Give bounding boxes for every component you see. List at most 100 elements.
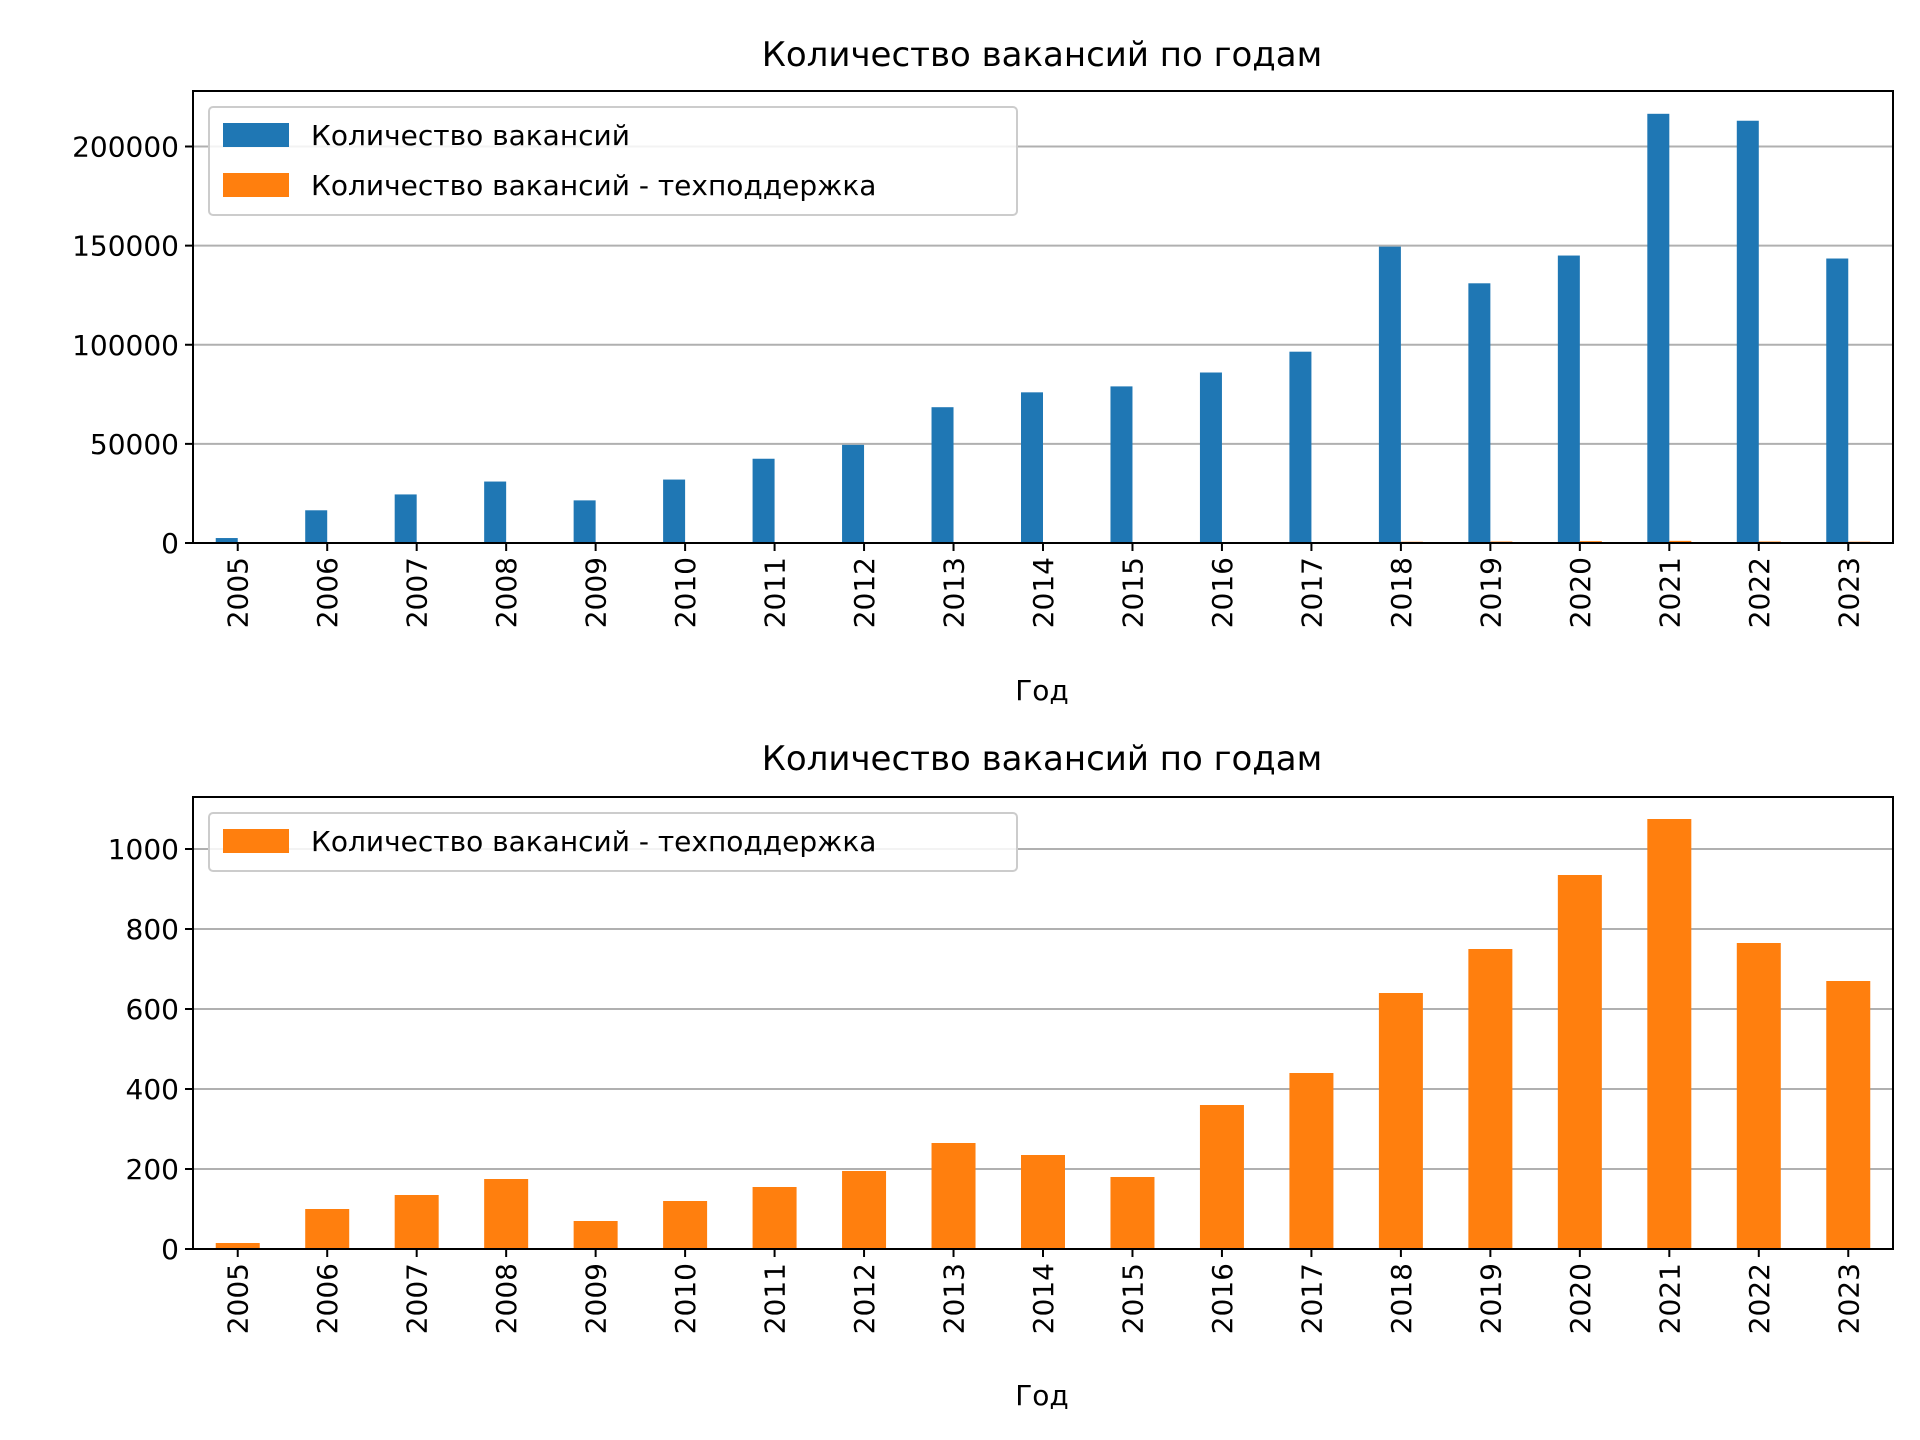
x-tick-label: 2017 [1295, 557, 1328, 628]
x-tick-label: 2016 [1206, 557, 1239, 628]
x-tick-label: 2013 [938, 1263, 971, 1334]
x-tick-label: 2019 [1474, 1263, 1507, 1334]
bar [1736, 943, 1781, 1249]
x-tick-label: 2022 [1743, 1263, 1776, 1334]
chart-panel-bottom: Количество вакансий по годам 0 200 400 600 8… [108, 739, 1894, 1412]
bar [1021, 1155, 1065, 1249]
x-tick-label: 2021 [1653, 557, 1686, 628]
bar [1378, 246, 1401, 543]
bars [215, 819, 1871, 1249]
x-tick-label: 2014 [1027, 557, 1060, 628]
chart-panel-top: Количество вакансий по годам 0 50000 10000… [72, 35, 1894, 707]
x-tick-label: 2007 [401, 1263, 434, 1334]
x-tick-label: 2009 [580, 557, 613, 628]
y-axis: 0 50000 100000 150000 200000 [72, 131, 193, 560]
legend-label: Количество вакансий - техподдержка [311, 169, 876, 202]
chart-title: Количество вакансий по годам [762, 35, 1323, 75]
x-tick-label: 2016 [1206, 1263, 1239, 1334]
legend-swatch [223, 173, 289, 197]
bar [484, 1179, 529, 1249]
bar [1289, 351, 1312, 543]
x-tick-label: 2020 [1564, 557, 1597, 628]
legend-box [208, 812, 1018, 872]
bar [1826, 258, 1849, 543]
bar [931, 1143, 976, 1249]
x-tick-label: 2009 [580, 1263, 613, 1334]
x-tick-label: 2020 [1564, 1263, 1597, 1334]
x-tick-label: 2012 [848, 1263, 881, 1334]
x-tick-label: 2008 [490, 1263, 523, 1334]
x-tick-label: 2013 [938, 557, 971, 628]
bar [1468, 949, 1513, 1249]
y-tick-label: 800 [126, 913, 179, 946]
bar [663, 479, 686, 543]
bar [394, 1195, 439, 1249]
y-tick-label: 150000 [72, 230, 179, 263]
bar [842, 444, 865, 543]
bar [394, 494, 417, 543]
y-tick-label: 600 [126, 993, 179, 1026]
bar [573, 1221, 618, 1249]
x-tick-label: 2019 [1474, 557, 1507, 628]
x-tick-label: 2018 [1385, 557, 1418, 628]
x-axis: 2005 2006 2007 2008 2009 2010 2011 2012 2013 2014… [222, 1249, 1865, 1334]
x-axis: 2005 2006 2007 2008 2009 2010 2011 2012 2013 2014… [222, 543, 1865, 628]
y-tick-label: 0 [161, 1233, 179, 1266]
legend-swatch [223, 123, 289, 147]
bar [842, 1171, 887, 1249]
bar [1199, 372, 1222, 543]
x-tick-label: 2014 [1027, 1263, 1060, 1334]
x-tick-label: 2015 [1116, 1263, 1149, 1334]
bar [1021, 392, 1043, 543]
x-tick-label: 2023 [1832, 557, 1865, 628]
bar [305, 510, 328, 543]
bar [1378, 993, 1423, 1249]
legend: Количество вакансий - техподдержка [208, 812, 1018, 872]
bar [1199, 1105, 1244, 1249]
y-tick-label: 0 [161, 527, 179, 560]
bar [752, 458, 775, 543]
bars [215, 113, 1871, 543]
x-tick-label: 2023 [1832, 1263, 1865, 1334]
bar [1289, 1073, 1334, 1249]
legend-swatch [223, 829, 289, 853]
x-tick-label: 2006 [311, 557, 344, 628]
bar [305, 1209, 350, 1249]
legend: Количество вакансий Количество вакансий -… [208, 106, 1018, 216]
y-tick-label: 1000 [108, 833, 179, 866]
y-axis: 0 200 400 600 800 1000 [108, 833, 193, 1266]
bar [215, 538, 238, 543]
x-tick-label: 2011 [759, 557, 792, 628]
bar [1110, 1177, 1155, 1249]
bar [1647, 113, 1670, 543]
y-tick-label: 400 [126, 1073, 179, 1106]
legend-label: Количество вакансий - техподдержка [311, 825, 876, 858]
x-tick-label: 2012 [848, 557, 881, 628]
y-tick-label: 100000 [72, 329, 179, 362]
bar [1468, 283, 1491, 543]
legend-box [208, 106, 1018, 216]
bar [215, 1243, 260, 1249]
x-tick-label: 2007 [401, 557, 434, 628]
bar [1110, 386, 1133, 543]
x-axis-label: Год [1015, 1379, 1069, 1412]
bar [484, 481, 507, 543]
bar [931, 407, 954, 543]
bar [663, 1201, 708, 1249]
bar [1557, 875, 1602, 1249]
x-tick-label: 2011 [759, 1263, 792, 1334]
x-tick-label: 2005 [222, 1263, 255, 1334]
bar [1557, 255, 1580, 543]
y-tick-label: 50000 [90, 428, 179, 461]
x-tick-label: 2021 [1653, 1263, 1686, 1334]
x-tick-label: 2015 [1116, 557, 1149, 628]
bar [752, 1187, 797, 1249]
bar [573, 500, 596, 543]
x-tick-label: 2010 [669, 1263, 702, 1334]
legend-label: Количество вакансий [311, 119, 630, 152]
y-tick-label: 200000 [72, 131, 179, 164]
x-tick-label: 2008 [490, 557, 523, 628]
x-tick-label: 2022 [1743, 557, 1776, 628]
x-tick-label: 2005 [222, 557, 255, 628]
